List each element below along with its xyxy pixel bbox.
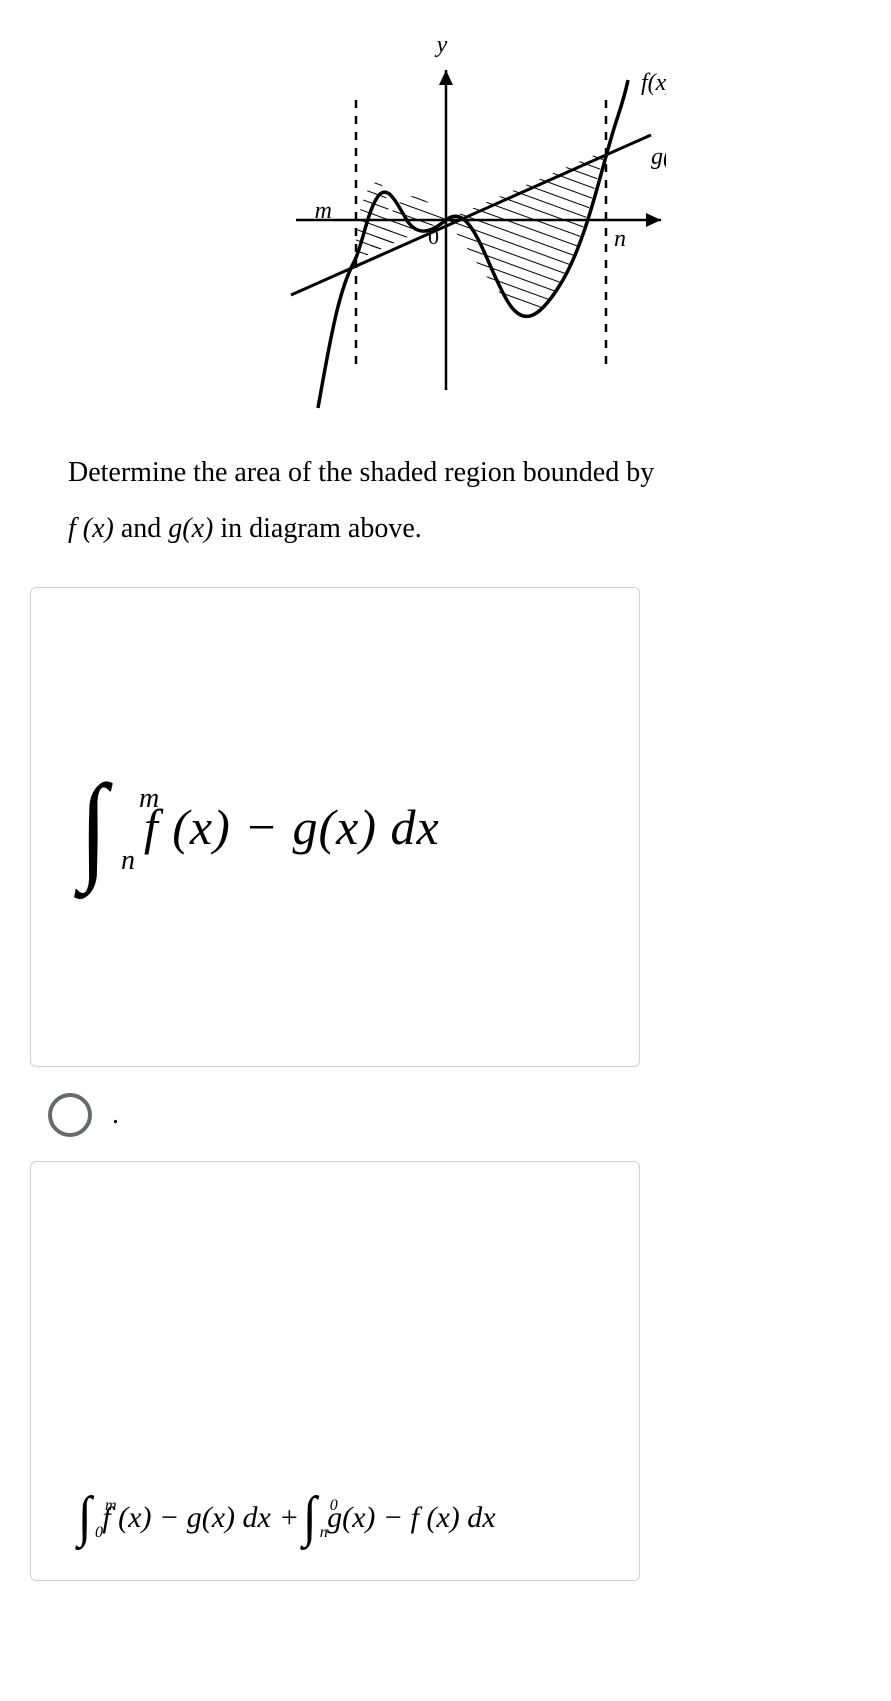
f-label: f(x) (641, 70, 666, 96)
answers-block: ∫ n m f (x) − g(x) dx . ∫ 0 m f (x) − g(… (0, 567, 891, 1581)
question-fx: f (x) (68, 513, 114, 544)
integrand-2a: f (x) − g(x) dx (102, 1501, 271, 1535)
diagram-container: y x f(x) g(x) m n 0 (0, 0, 891, 415)
g-line (291, 135, 651, 295)
integral-block-2b: ∫ n 0 (302, 1495, 317, 1540)
answer-option-2[interactable]: ∫ 0 m f (x) − g(x) dx + ∫ n 0 g(x) − f (… (30, 1161, 640, 1581)
int2a-lower: 0 (95, 1524, 103, 1542)
origin-label: 0 (428, 224, 439, 249)
int2b-lower: n (320, 1524, 328, 1542)
answer-radio-row[interactable]: . (30, 1087, 871, 1161)
int-upper: m (139, 783, 159, 815)
y-axis-label: y (434, 32, 447, 58)
integral-sign-icon: ∫ (78, 1495, 92, 1540)
answer-option-1[interactable]: ∫ n m f (x) − g(x) dx (30, 587, 640, 1067)
page-root: y x f(x) g(x) m n 0 Determine the area o… (0, 0, 891, 1641)
question-gx: g(x) (168, 513, 213, 544)
x-axis-arrow (646, 213, 661, 227)
radio-unchecked-icon[interactable] (48, 1093, 92, 1137)
g-label: g(x) (651, 144, 666, 170)
function-diagram: y x f(x) g(x) m n 0 (226, 20, 666, 410)
int2a-upper: m (105, 1497, 117, 1515)
integral-sign-icon: ∫ (303, 1495, 317, 1540)
answer-2-formula: ∫ 0 m f (x) − g(x) dx + ∫ n 0 g(x) − f (… (77, 1495, 502, 1540)
y-axis-arrow (439, 70, 453, 85)
question-text: Determine the area of the shaded region … (0, 415, 891, 567)
m-label: m (314, 198, 331, 224)
answer-1-formula: ∫ n m f (x) − g(x) dx (77, 779, 440, 875)
question-post: in diagram above. (220, 513, 421, 544)
question-mid: and (121, 513, 168, 544)
integrand: f (x) − g(x) dx (144, 798, 440, 856)
int-lower: n (121, 845, 135, 877)
integral-block: ∫ n m (77, 779, 110, 875)
question-line1: Determine the area of the shaded region … (68, 457, 654, 488)
integrand-2b: g(x) − f (x) dx (327, 1501, 496, 1535)
n-label: n (614, 226, 626, 252)
radio-label: . (112, 1099, 119, 1131)
plus-sign: + (281, 1501, 298, 1535)
int2b-upper: 0 (330, 1497, 338, 1515)
integral-sign-icon: ∫ (79, 779, 107, 875)
integral-block-2a: ∫ 0 m (77, 1495, 92, 1540)
